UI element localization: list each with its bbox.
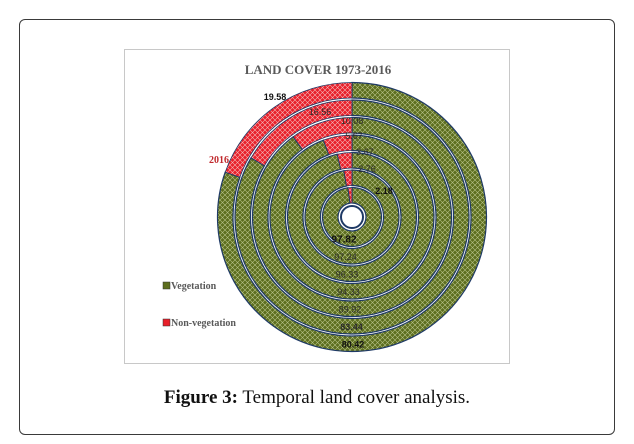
vegetation-value-label-6: 80.42 [342,340,365,350]
outer-ring-year-label: 2016 [209,155,229,166]
figure-frame [19,19,615,435]
legend-label-vegetation: Vegetation [171,281,217,292]
legend-label-nonveg: Non-vegetation [171,318,236,329]
vegetation-arc-0 [321,186,383,248]
nonveg-value-label-6: 19.58 [264,92,287,102]
vegetation-value-label-0: 97.82 [331,235,356,246]
land-cover-chart: LAND COVER 1973-2016 97.82 97.24 96.33 94.3… [162,62,488,353]
vegetation-arc-1 [304,169,400,265]
nonveg-arc-1 [343,169,353,187]
center-hole [340,205,364,229]
vegetation-arc-3 [269,134,435,300]
legend: Vegetation Non-vegetation [162,281,236,329]
nonveg-arc-3 [322,134,353,156]
nonveg-value-label-2: 3.67 [356,147,374,157]
vegetation-value-label-3: 94.33 [337,287,360,297]
chart-title: LAND COVER 1973-2016 [245,62,392,77]
vegetation-arc-6 [216,81,488,353]
figure-caption: Figure 3: Temporal land cover analysis. [0,387,634,409]
nonveg-arc-2 [336,152,353,170]
vegetation-value-label-2: 96.33 [336,270,359,280]
vegetation-value-label-1: 97.24 [334,252,357,262]
nonveg-value-label-3: 5.67 [345,131,363,141]
figure-label: Figure 3: [163,387,238,408]
nonveg-value-label-5: 16.56 [309,107,332,117]
legend-swatch-vegetation [162,281,171,290]
vegetation-arc-5 [234,99,470,335]
nonveg-arc-6 [224,82,353,178]
figure-text: Temporal land cover analysis. [242,387,471,408]
legend-swatch-nonveg [162,318,171,327]
vegetation-value-label-5: 83.44 [340,322,363,332]
nonveg-arc-4 [292,117,353,150]
rings-group [216,81,488,353]
nonveg-arc-5 [250,99,353,167]
vegetation-arc-2 [286,151,418,283]
nonveg-arc-0 [347,187,353,204]
chart-area: LAND COVER 1973-2016 97.82 97.24 96.33 94.3… [124,49,510,364]
nonveg-value-label-4: 10.08 [341,116,364,126]
vegetation-arc-4 [251,116,453,318]
nonveg-value-label-1: 2.76 [358,164,376,174]
vegetation-value-label-4: 89.92 [339,305,362,315]
labels-group: 97.82 97.24 96.33 94.33 89.92 83.44 80.42 2.18 2… [264,92,393,350]
nonveg-value-label-0: 2.18 [375,186,393,196]
